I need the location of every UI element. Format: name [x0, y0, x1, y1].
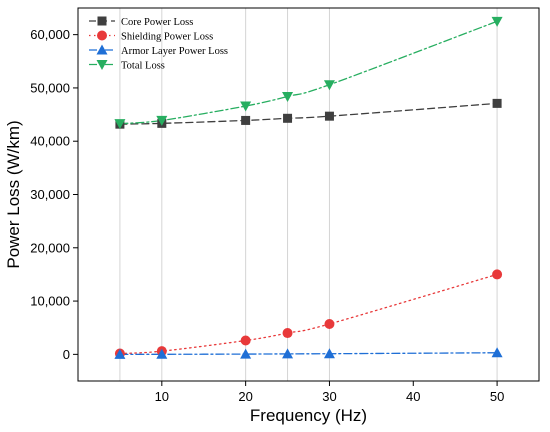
core-power-loss-point: [241, 115, 251, 125]
legend-label-total-loss: Total Loss: [121, 60, 165, 71]
armor-layer-power-loss-point: [323, 348, 335, 359]
x-axis: 10 20 30 40 50: [155, 381, 504, 404]
total-loss-line: [119, 20, 498, 125]
shielding-power-loss-point: [282, 328, 293, 339]
core-power-loss-point: [492, 98, 502, 108]
legend-marker-shielding-power-loss: [97, 30, 107, 41]
y-tick-label: 50,000: [30, 80, 70, 95]
y-axis-title: Power Loss (W/km): [4, 120, 23, 268]
core-power-loss-line: [119, 102, 498, 125]
shielding-power-loss-point: [324, 318, 335, 329]
x-tick-label: 30: [322, 389, 336, 404]
total-loss-point: [240, 101, 252, 112]
legend-marker-armor-layer-power-loss: [96, 44, 108, 55]
armor-layer-power-loss-point: [114, 348, 126, 359]
total-loss-point: [156, 115, 168, 126]
y-tick-label: 20,000: [30, 240, 70, 255]
y-tick-label: 10,000: [30, 294, 70, 309]
x-axis-title: Frequency (Hz): [250, 406, 367, 425]
x-tick-label: 10: [155, 389, 169, 404]
armor-layer-power-loss-point: [491, 347, 503, 358]
y-tick-label: 40,000: [30, 134, 70, 149]
series-markers: [114, 16, 503, 359]
shielding-power-loss-point: [492, 269, 503, 280]
x-tick-label: 40: [406, 389, 420, 404]
total-loss-point: [323, 80, 335, 91]
armor-layer-power-loss-point: [282, 348, 294, 359]
core-power-loss-point: [324, 111, 334, 121]
total-loss-point: [282, 91, 294, 102]
y-axis: 0 10,000 20,000 30,000 40,000 50,000 60,000: [30, 27, 78, 362]
y-tick-label: 60,000: [30, 27, 70, 42]
series-lines: [119, 20, 498, 356]
shielding-power-loss-point: [240, 335, 251, 346]
shielding-power-loss-line: [119, 273, 498, 355]
y-tick-label: 0: [63, 347, 70, 362]
armor-layer-power-loss-point: [240, 348, 252, 359]
legend-label-armor-layer-power-loss: Armor Layer Power Loss: [121, 46, 228, 57]
x-tick-label: 50: [490, 389, 504, 404]
legend-label-core-power-loss: Core Power Loss: [121, 17, 193, 28]
legend-label-shielding-power-loss: Shielding Power Loss: [121, 31, 213, 42]
total-loss-point: [491, 16, 503, 27]
core-power-loss-point: [283, 113, 293, 123]
armor-layer-power-loss-line: [119, 352, 498, 356]
total-loss-point: [114, 119, 126, 130]
x-tick-label: 20: [238, 389, 252, 404]
armor-layer-power-loss-point: [156, 348, 168, 359]
legend: Core Power Loss Shielding Power Loss Armor…: [89, 16, 228, 71]
y-tick-label: 30,000: [30, 187, 70, 202]
legend-marker-total-loss: [96, 60, 108, 70]
legend-marker-core-power-loss: [97, 16, 107, 26]
grid-lines: [119, 8, 498, 381]
